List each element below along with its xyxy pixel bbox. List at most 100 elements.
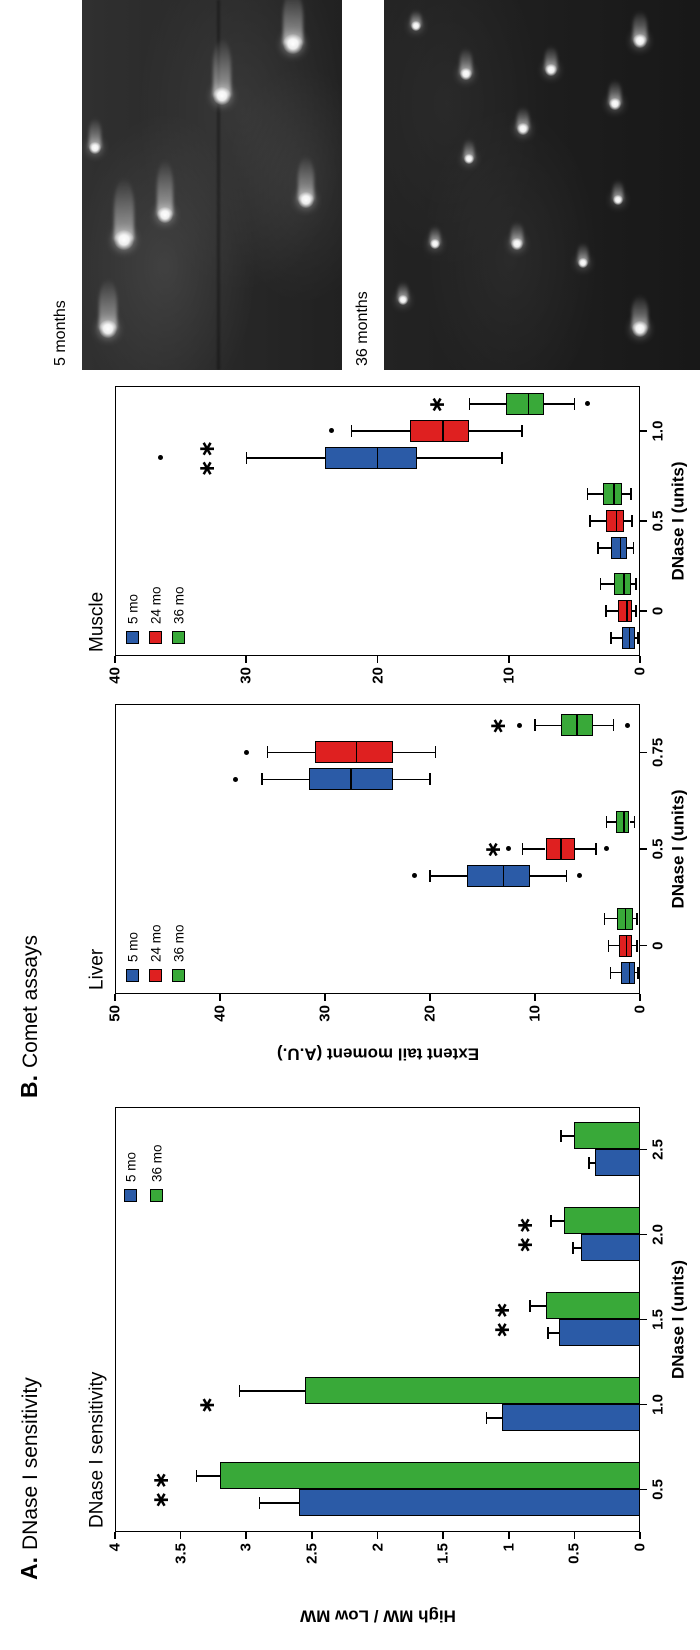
- whisker-line: [605, 610, 618, 612]
- median-line: [615, 510, 618, 532]
- comet-cell: [517, 102, 530, 136]
- comet-cell: [89, 112, 101, 154]
- y-tickmark: [114, 656, 116, 663]
- whisker-line: [598, 547, 612, 549]
- median-line: [623, 573, 626, 595]
- whisker-cap: [245, 452, 247, 464]
- comet-cell: [397, 277, 408, 305]
- whisker-cap: [637, 632, 639, 644]
- box-5-mo-1.0: [325, 447, 417, 469]
- legend-swatch-24-mo: [149, 631, 162, 644]
- whisker-line: [469, 403, 507, 405]
- comet-head: [429, 239, 440, 250]
- whisker-line: [590, 520, 606, 522]
- whisker-cap: [632, 542, 635, 554]
- whisker-cap: [599, 578, 602, 590]
- xtick-label: 0.5: [649, 510, 667, 532]
- comet-cell: [297, 148, 314, 208]
- x-tickmark: [640, 520, 647, 522]
- median-line: [527, 393, 530, 415]
- y-tickmark: [245, 656, 248, 663]
- whisker-cap: [521, 425, 523, 437]
- comet-head: [89, 142, 101, 154]
- comet-cell: [545, 40, 558, 77]
- whisker-cap: [635, 578, 637, 590]
- whisker-cap: [573, 398, 576, 410]
- comet-cell: [612, 175, 623, 205]
- comet-cell: [213, 29, 232, 106]
- comet-head: [113, 230, 134, 251]
- comet-head: [297, 191, 314, 208]
- y-tickmark: [639, 656, 641, 663]
- y-tickmark: [376, 656, 379, 663]
- comet-head: [282, 34, 303, 55]
- x-tickmark: [640, 430, 647, 432]
- comet-head: [632, 33, 647, 48]
- box-24-mo-0: [617, 600, 633, 622]
- whisker-line: [416, 457, 503, 459]
- median-line: [628, 627, 631, 649]
- whisker-line: [600, 583, 614, 585]
- comet-cell: [410, 5, 421, 31]
- micrograph-label-36-months: 36 months: [354, 291, 371, 366]
- plot-title: Muscle: [86, 591, 108, 652]
- sig-mark: ∗∗: [193, 438, 219, 478]
- comet-head: [99, 320, 117, 339]
- whisker-line: [611, 637, 622, 639]
- x-tickmark: [640, 610, 647, 612]
- xtick-label: 0: [649, 606, 667, 616]
- comet-cell: [510, 216, 523, 251]
- comet-head: [213, 87, 232, 106]
- box-36-mo-0: [613, 573, 631, 595]
- comet-head: [464, 154, 475, 165]
- ytick-label: 40: [106, 667, 124, 684]
- ytick-label: 0: [631, 667, 649, 676]
- legend-label: 36 mo: [170, 586, 186, 624]
- x-axis-title: DNase I (units): [668, 461, 688, 581]
- comet-cell: [608, 74, 621, 110]
- comet-head: [612, 194, 623, 205]
- comet-cell: [282, 0, 303, 55]
- whisker-line: [469, 430, 522, 432]
- comet-head: [578, 257, 589, 268]
- median-line: [626, 600, 628, 622]
- comet-head: [397, 294, 408, 305]
- comet-head: [157, 206, 174, 223]
- ytick-label: 10: [500, 667, 518, 684]
- legend-label: 5 mo: [124, 593, 140, 624]
- median-line: [612, 483, 615, 505]
- box-24-mo-1.0: [410, 420, 470, 442]
- whisker-cap: [630, 488, 632, 500]
- whisker-cap: [635, 605, 637, 617]
- median-line: [376, 447, 379, 469]
- sig-mark: ∗: [423, 394, 449, 414]
- comet-cell: [157, 152, 174, 223]
- box-36-mo-1.0: [506, 393, 545, 415]
- legend-swatch-36-mo: [172, 631, 185, 644]
- comet-cell: [99, 270, 117, 339]
- whisker-cap: [597, 542, 599, 554]
- whisker-cap: [605, 605, 607, 617]
- comet-head: [608, 97, 621, 110]
- ytick-label: 30: [237, 667, 255, 684]
- comet-cell: [460, 42, 473, 80]
- legend-swatch-5-mo: [126, 631, 139, 644]
- comet-head: [517, 123, 530, 136]
- ytick-label: 20: [369, 667, 386, 684]
- whisker-cap: [589, 515, 591, 527]
- xtick-label: 1.0: [649, 420, 667, 442]
- whisker-cap: [468, 398, 471, 410]
- micrograph-36-months: [384, 0, 700, 370]
- comet-head: [631, 321, 648, 338]
- comet-cell: [464, 134, 475, 165]
- whisker-cap: [350, 425, 352, 437]
- y-tickmark: [507, 656, 510, 663]
- comet-cell: [578, 238, 589, 268]
- micrograph-5-months: [82, 0, 342, 370]
- legend-label: 24 mo: [147, 586, 163, 624]
- comet-cell: [632, 4, 647, 48]
- comet-head: [545, 64, 558, 77]
- comet-cell: [113, 169, 134, 251]
